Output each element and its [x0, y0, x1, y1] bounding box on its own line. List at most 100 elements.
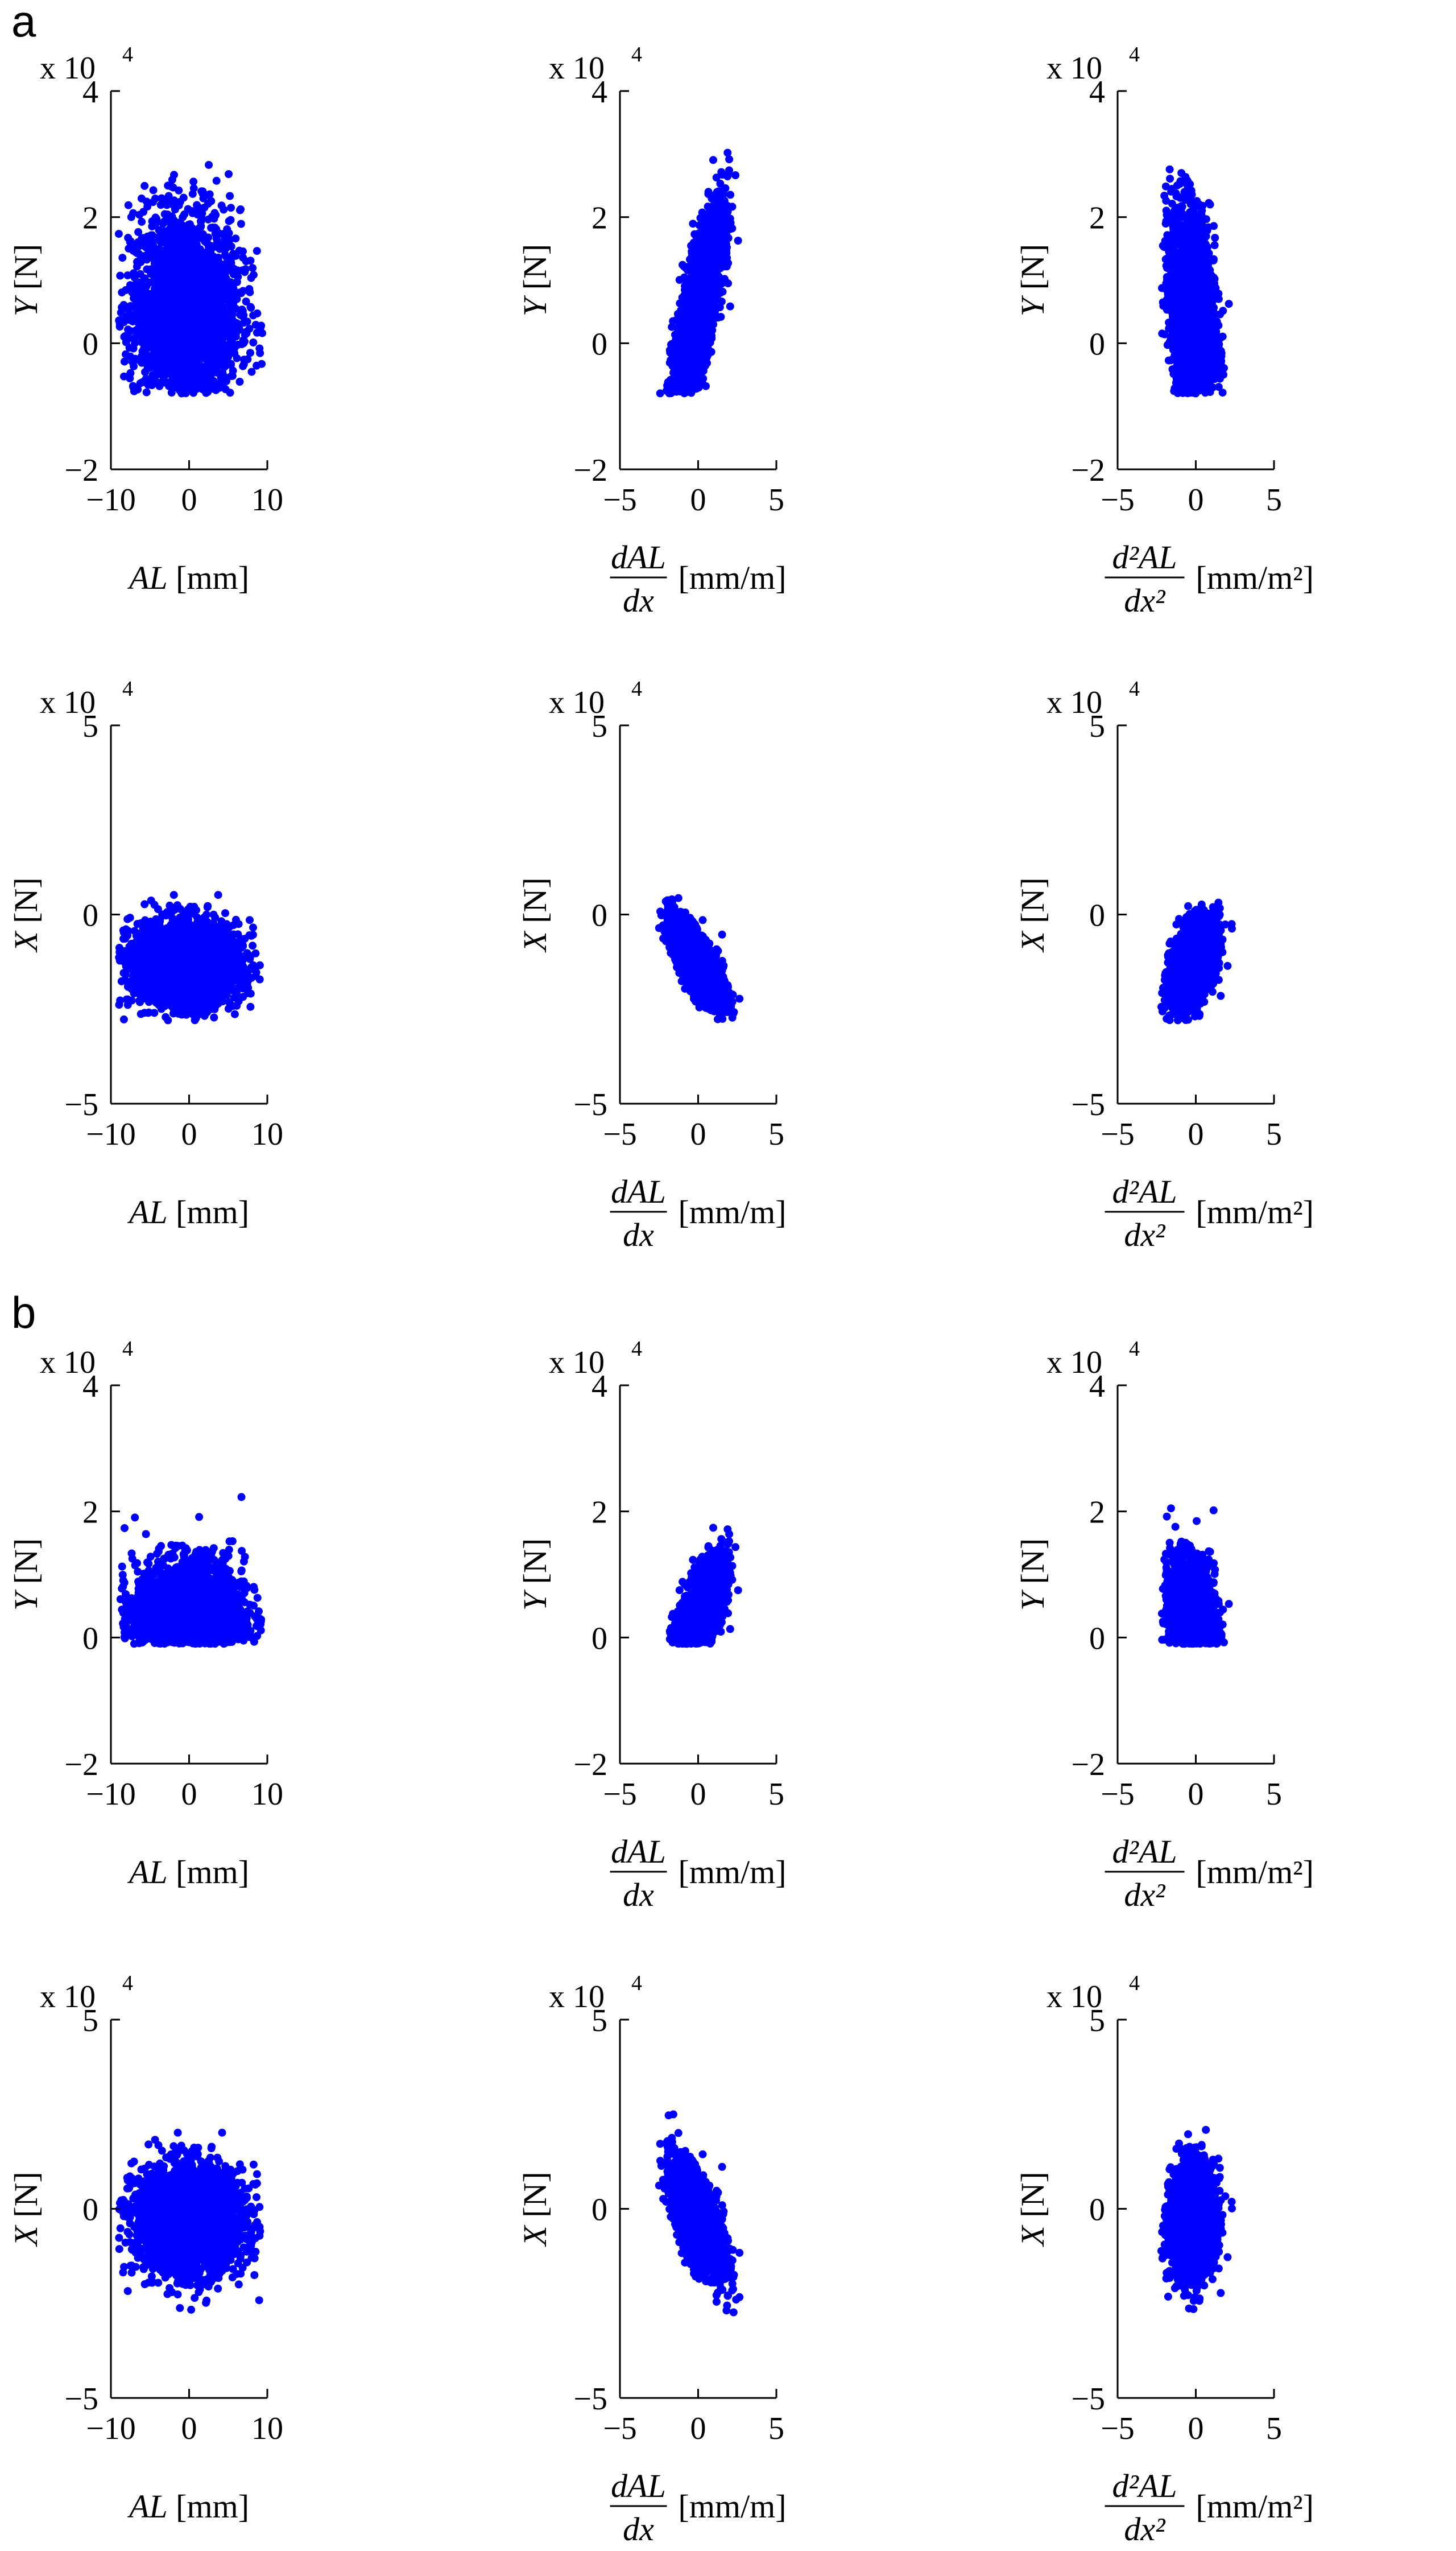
scatter-point: [680, 273, 689, 282]
scatter-point: [138, 217, 146, 226]
scatter-point: [192, 273, 201, 282]
scatter-point: [256, 349, 264, 357]
scatter-point: [228, 337, 235, 345]
scatter-point: [199, 194, 208, 203]
scatter-point: [186, 317, 195, 326]
scatter-point: [134, 238, 142, 246]
scatter-point: [236, 206, 244, 214]
scatter-point: [201, 302, 209, 311]
scatter-point: [169, 216, 178, 224]
scatter-point: [237, 220, 245, 228]
scatter-point: [127, 213, 135, 221]
scatter-point: [728, 203, 737, 211]
scatter-point: [142, 243, 150, 251]
scatter-point: [181, 337, 189, 345]
scatter-point: [126, 374, 134, 382]
scatter-point: [180, 210, 189, 218]
scatter-point: [698, 220, 706, 228]
scatter-point: [229, 323, 237, 331]
scatter-point: [683, 349, 692, 358]
scatter-point: [725, 218, 733, 227]
scatter-point: [146, 363, 155, 371]
scatter-point: [684, 337, 693, 346]
scatter-point: [677, 361, 686, 369]
scatter-point: [126, 281, 134, 290]
scatter-point: [667, 378, 676, 386]
scatter-point: [689, 321, 697, 329]
scatter-point: [239, 253, 247, 262]
scatter-point: [164, 286, 172, 295]
scatter-point: [160, 268, 168, 276]
scatter-point: [165, 322, 173, 330]
scatter-point: [175, 325, 183, 333]
scatter-point: [169, 183, 177, 192]
scatter-point: [693, 261, 701, 270]
scatter-point: [246, 288, 254, 296]
scatter-point: [246, 257, 255, 265]
scatter-point: [183, 302, 191, 310]
scatter-point: [683, 385, 692, 393]
scatter-point: [139, 208, 148, 216]
scatter-point: [157, 354, 166, 362]
scatter-point: [143, 232, 152, 241]
scatter-point: [130, 362, 138, 370]
scatter-point: [168, 175, 176, 184]
scatter-point: [197, 222, 205, 230]
scatter-point: [668, 323, 676, 331]
scatter-point: [177, 220, 185, 228]
scatter-point: [249, 264, 257, 273]
scatter-point: [221, 234, 229, 242]
scatter-point: [209, 385, 217, 393]
scatter-point: [166, 279, 174, 287]
scatter-point: [200, 384, 209, 393]
scatter-point: [212, 176, 221, 185]
scatter-point: [702, 327, 711, 335]
scatter-point: [168, 240, 177, 249]
scatter-point: [213, 260, 222, 268]
scatter-point: [193, 375, 202, 383]
scatter-series: [656, 148, 742, 398]
scatter-point: [188, 255, 197, 264]
scatter-point: [712, 197, 721, 206]
scatter-point: [242, 298, 250, 306]
scatter-point: [702, 257, 710, 266]
scatter-point: [696, 371, 704, 379]
scatter-point: [229, 306, 238, 315]
scatter-point: [201, 234, 209, 243]
scatter-point: [251, 320, 260, 329]
scatter-point: [692, 358, 700, 366]
scatter-point: [695, 229, 704, 237]
scatter-point: [151, 195, 160, 203]
scatter-series: [1158, 165, 1233, 398]
scatter-point: [147, 270, 155, 278]
scatter-point: [126, 237, 135, 246]
scatter-point: [720, 196, 729, 205]
scatter-point: [718, 187, 726, 196]
scatter-point: [205, 190, 214, 199]
scatter-point: [231, 295, 239, 303]
x-tick-label: 0: [181, 482, 197, 518]
scatter-point: [239, 362, 247, 370]
scatter-point: [151, 246, 159, 254]
scatter-point: [239, 311, 248, 319]
scatter-point: [198, 187, 207, 196]
scatter-point: [124, 201, 133, 209]
y-multiplier-exponent: 4: [631, 43, 642, 67]
scatter-point: [704, 296, 713, 304]
scatter-point: [688, 287, 697, 296]
scatter-point: [120, 357, 129, 366]
scatter-point: [164, 331, 172, 339]
scatter-point: [184, 262, 192, 271]
scatter-point: [142, 197, 151, 206]
scatter-point: [247, 303, 255, 312]
scatter-point: [189, 184, 198, 192]
scatter-point: [199, 309, 208, 317]
scatter-point: [731, 171, 740, 179]
scatter-point: [686, 315, 695, 323]
scatter-point: [709, 241, 718, 249]
scatter-point: [249, 311, 258, 320]
scatter-point: [694, 296, 702, 304]
x-tick-label: 10: [251, 482, 283, 518]
scatter-point: [174, 364, 183, 372]
